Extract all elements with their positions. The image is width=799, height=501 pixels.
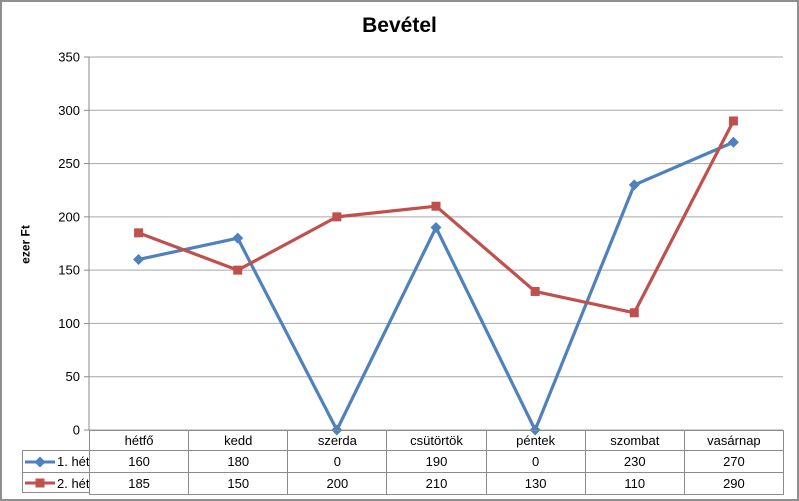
category-label: péntek — [485, 430, 586, 451]
series1-value: 180 — [188, 450, 289, 473]
series2-value: 150 — [188, 472, 289, 495]
series2-marker-square — [530, 286, 540, 296]
series2-value: 210 — [386, 472, 487, 495]
y-axis-title: ezer Ft — [18, 225, 33, 264]
y-tick-label: 250 — [58, 156, 80, 171]
series2-value-row: 185 150 200 210 130 110 290 — [88, 472, 785, 495]
y-tick-label: 100 — [58, 316, 80, 331]
chart-title: Bevétel — [362, 14, 437, 37]
category-header-row: hétfő kedd szerda csütörtök péntek szomb… — [88, 430, 785, 451]
series2-value: 130 — [485, 472, 586, 495]
category-label: kedd — [188, 430, 289, 451]
series2-value: 110 — [584, 472, 685, 495]
series1-marker-diamond — [232, 232, 244, 244]
series1-marker-diamond — [727, 136, 739, 148]
y-tick-label: 200 — [58, 209, 80, 224]
legend-item-week1: 1. hét — [23, 451, 89, 472]
category-label: vasárnap — [683, 430, 785, 451]
series2-value: 290 — [683, 472, 785, 495]
y-tick-label: 350 — [58, 50, 80, 65]
series1-value: 190 — [386, 450, 487, 473]
series2-marker-square — [332, 212, 342, 222]
series-line-1 — [136, 140, 736, 432]
series1-value: 270 — [683, 450, 785, 473]
series1-legend-key-icon — [25, 456, 55, 467]
y-tick-label: 50 — [66, 369, 80, 384]
series2-legend-key-icon — [25, 478, 55, 488]
legend-key-marker-square — [35, 478, 45, 488]
series1-marker-diamond — [430, 222, 442, 234]
series1-value: 160 — [88, 450, 190, 473]
series2-marker-square — [134, 228, 144, 238]
series1-marker-diamond — [133, 253, 145, 265]
legend: 1. hét 2. hét — [22, 450, 90, 493]
legend-label-week1: 1. hét — [57, 454, 89, 469]
legend-key-marker-diamond — [34, 456, 46, 467]
category-label: szerda — [287, 430, 388, 451]
category-label: szombat — [584, 430, 685, 451]
category-label: csütörtök — [386, 430, 487, 451]
y-tick-label: 0 — [73, 423, 80, 438]
series1-value: 230 — [584, 450, 685, 473]
data-table: hétfő kedd szerda csütörtök péntek szomb… — [88, 430, 785, 495]
series1-value-row: 160 180 0 190 0 230 270 — [88, 450, 785, 473]
series2-value: 185 — [88, 472, 190, 495]
series2-marker-square — [233, 265, 243, 275]
series1-marker-diamond — [628, 179, 640, 191]
series1-value: 0 — [287, 450, 388, 473]
series2-marker-square — [431, 201, 441, 211]
series2-marker-square — [728, 116, 738, 126]
y-tick-label: 150 — [58, 263, 80, 278]
series2-marker-square — [629, 308, 639, 318]
series1-value: 0 — [485, 450, 586, 473]
y-tick-label: 300 — [58, 103, 80, 118]
series2-value: 200 — [287, 472, 388, 495]
legend-item-week2: 2. hét — [23, 472, 89, 493]
legend-label-week2: 2. hét — [57, 475, 89, 491]
category-label: hétfő — [88, 430, 190, 451]
